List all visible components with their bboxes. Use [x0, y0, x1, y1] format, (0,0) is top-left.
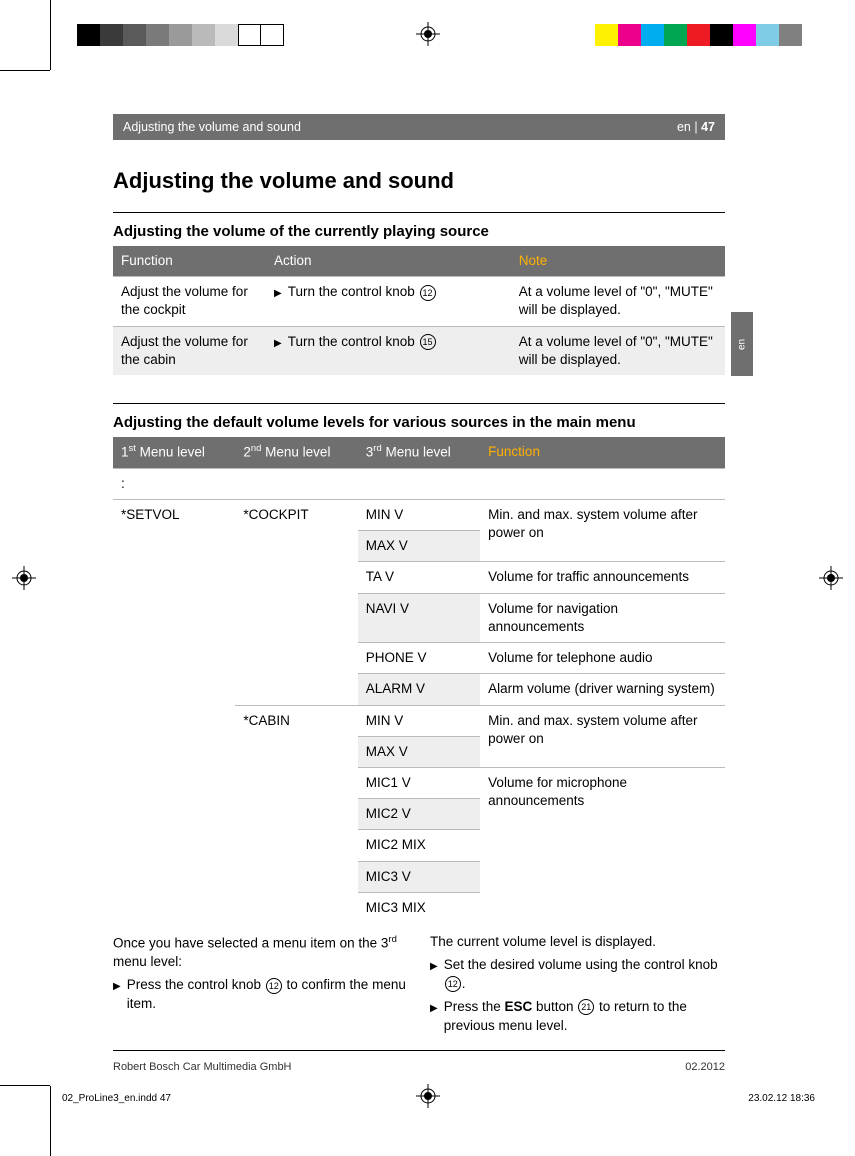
header-title: Adjusting the volume and sound: [123, 120, 301, 134]
table-row: :: [113, 468, 725, 499]
cell-l3: NAVI V: [358, 593, 480, 642]
knob-ref-icon: 12: [420, 285, 436, 301]
page-title: Adjusting the volume and sound: [113, 168, 725, 194]
printer-color-bar: [77, 24, 802, 46]
language-tab: en: [731, 312, 753, 376]
table-row: Adjust the volume for the cabin▶Turn the…: [113, 326, 725, 375]
step-esc: ▶ Press the ESC button 21 to return to t…: [430, 998, 725, 1036]
cell-l2: *COCKPIT: [235, 500, 357, 706]
cell-l2: *CABIN: [235, 705, 357, 923]
crop-mark: [0, 1085, 50, 1086]
triangle-bullet-icon: ▶: [274, 287, 282, 301]
crop-mark: [50, 1086, 51, 1156]
table-row: *SETVOL*COCKPITMIN VMin. and max. system…: [113, 500, 725, 531]
page-footer: Robert Bosch Car Multimedia GmbH 02.2012: [113, 1061, 725, 1073]
cell-l3: MIC3 V: [358, 861, 480, 892]
cell-action: ▶Turn the control knob 12: [266, 277, 511, 326]
page-content: Adjusting the volume and sound en | 47 e…: [113, 114, 725, 1073]
registration-mark-icon: [819, 566, 843, 590]
table-volume-source: Function Action Note Adjust the volume f…: [113, 246, 725, 375]
crop-mark: [50, 0, 51, 70]
knob-ref-icon: 12: [445, 976, 461, 992]
cell-l3: MIC3 MIX: [358, 892, 480, 923]
cell-l3: MAX V: [358, 531, 480, 562]
indd-file: 02_ProLine3_en.indd 47: [62, 1093, 171, 1104]
header-page: en | 47: [677, 120, 715, 134]
running-header: Adjusting the volume and sound en | 47: [113, 114, 725, 140]
para-intro: Once you have selected a menu item on th…: [113, 933, 408, 972]
col-function: Function: [113, 246, 266, 277]
footer-date: 02.2012: [685, 1061, 725, 1073]
cell: :: [113, 468, 235, 499]
table-row: Adjust the volume for the cockpit▶Turn t…: [113, 277, 725, 326]
knob-ref-icon: 12: [266, 978, 282, 994]
triangle-bullet-icon: ▶: [113, 980, 121, 1014]
cell-l3: MIN V: [358, 705, 480, 736]
col-action: Action: [266, 246, 511, 277]
table-menu-levels: 1st Menu level 2nd Menu level 3rd Menu l…: [113, 437, 725, 923]
cell-function: Volume for microphone announcements: [480, 768, 725, 924]
step-press-confirm: ▶ Press the control knob 12 to confirm t…: [113, 976, 408, 1014]
triangle-bullet-icon: ▶: [430, 1002, 438, 1036]
cell-note: At a volume level of "0", "MUTE" will be…: [511, 277, 725, 326]
cell-l3: MAX V: [358, 736, 480, 767]
indesign-slug: 02_ProLine3_en.indd 47 23.02.12 18:36: [62, 1093, 815, 1104]
knob-ref-icon: 15: [420, 334, 436, 350]
cell-l3: MIC1 V: [358, 768, 480, 799]
section1-title: Adjusting the volume of the currently pl…: [113, 212, 725, 240]
cell-function: Adjust the volume for the cockpit: [113, 277, 266, 326]
cell-note: At a volume level of "0", "MUTE" will be…: [511, 326, 725, 375]
cell-l1: *SETVOL: [113, 500, 235, 924]
cell-function: Volume for telephone audio: [480, 643, 725, 674]
cell-function: Min. and max. system volume after power …: [480, 500, 725, 562]
col-menu3: 3rd Menu level: [358, 437, 480, 468]
instruction-text: Once you have selected a menu item on th…: [113, 933, 725, 1050]
crop-mark: [0, 70, 50, 71]
col-menu1: 1st Menu level: [113, 437, 235, 468]
cell-function: Volume for navigation announcements: [480, 593, 725, 642]
cell-function: Adjust the volume for the cabin: [113, 326, 266, 375]
cell-action: ▶Turn the control knob 15: [266, 326, 511, 375]
step-set-volume: ▶ Set the desired volume using the contr…: [430, 956, 725, 994]
section2-title: Adjusting the default volume levels for …: [113, 403, 725, 431]
registration-mark-icon: [12, 566, 36, 590]
triangle-bullet-icon: ▶: [274, 337, 282, 351]
cell-l3: MIC2 MIX: [358, 830, 480, 861]
col-menu2: 2nd Menu level: [235, 437, 357, 468]
button-ref-icon: 21: [578, 999, 594, 1015]
cell-function: Volume for traffic announcements: [480, 562, 725, 593]
cell-function: Min. and max. system volume after power …: [480, 705, 725, 767]
indd-timestamp: 23.02.12 18:36: [748, 1093, 815, 1104]
cell-l3: MIN V: [358, 500, 480, 531]
footer-company: Robert Bosch Car Multimedia GmbH: [113, 1061, 292, 1073]
cell-l3: MIC2 V: [358, 799, 480, 830]
cell-l3: PHONE V: [358, 643, 480, 674]
cell-l3: TA V: [358, 562, 480, 593]
triangle-bullet-icon: ▶: [430, 960, 438, 994]
col-function: Function: [480, 437, 725, 468]
para-current-level: The current volume level is displayed.: [430, 933, 725, 952]
col-note: Note: [511, 246, 725, 277]
cell-function: Alarm volume (driver warning system): [480, 674, 725, 705]
cell-l3: ALARM V: [358, 674, 480, 705]
